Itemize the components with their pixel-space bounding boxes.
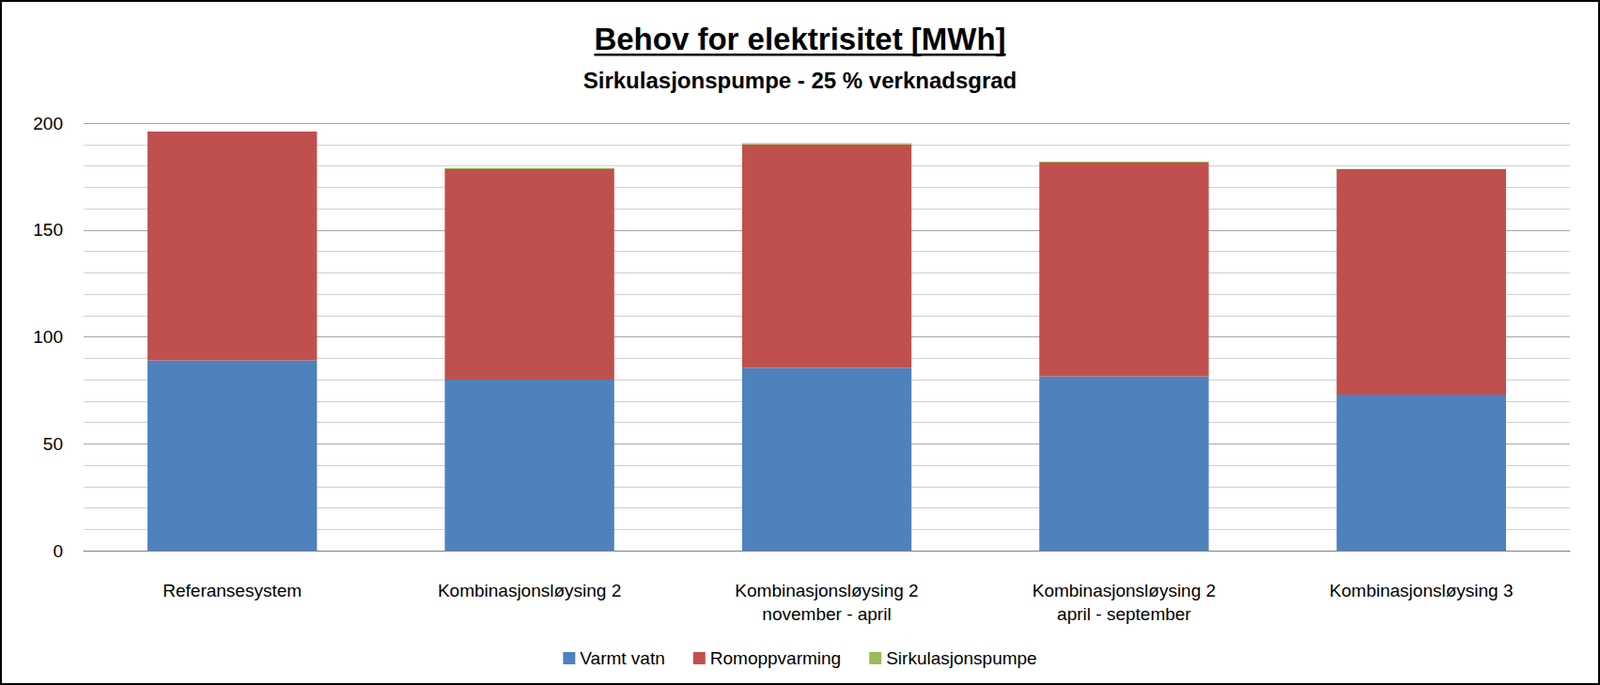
svg-text:200: 200 <box>32 113 63 134</box>
svg-text:Referansesystem: Referansesystem <box>162 580 302 601</box>
svg-text:100: 100 <box>32 326 63 347</box>
svg-text:november - april: november - april <box>761 604 891 624</box>
svg-text:0: 0 <box>52 541 63 561</box>
svg-text:Varmt vatn: Varmt vatn <box>579 648 665 668</box>
svg-text:150: 150 <box>32 219 63 240</box>
svg-text:Sirkulasjonspumpe - 25 % verkn: Sirkulasjonspumpe - 25 % verknadsgrad <box>583 67 1018 94</box>
svg-text:50: 50 <box>43 434 63 454</box>
svg-text:Kombinasjonsløysing 2: Kombinasjonsløysing 2 <box>734 580 918 601</box>
svg-text:april - september: april - september <box>1056 604 1192 624</box>
svg-text:Behov for elektrisitet [MWh]: Behov for elektrisitet [MWh] <box>593 21 1006 57</box>
svg-text:Kombinasjonsløysing 3: Kombinasjonsløysing 3 <box>1329 580 1513 601</box>
svg-text:Romoppvarming: Romoppvarming <box>710 648 841 668</box>
svg-text:Kombinasjonsløysing 2: Kombinasjonsløysing 2 <box>1032 580 1216 601</box>
svg-text:Sirkulasjonspumpe: Sirkulasjonspumpe <box>885 648 1038 668</box>
svg-text:Kombinasjonsløysing 2: Kombinasjonsløysing 2 <box>437 580 622 601</box>
